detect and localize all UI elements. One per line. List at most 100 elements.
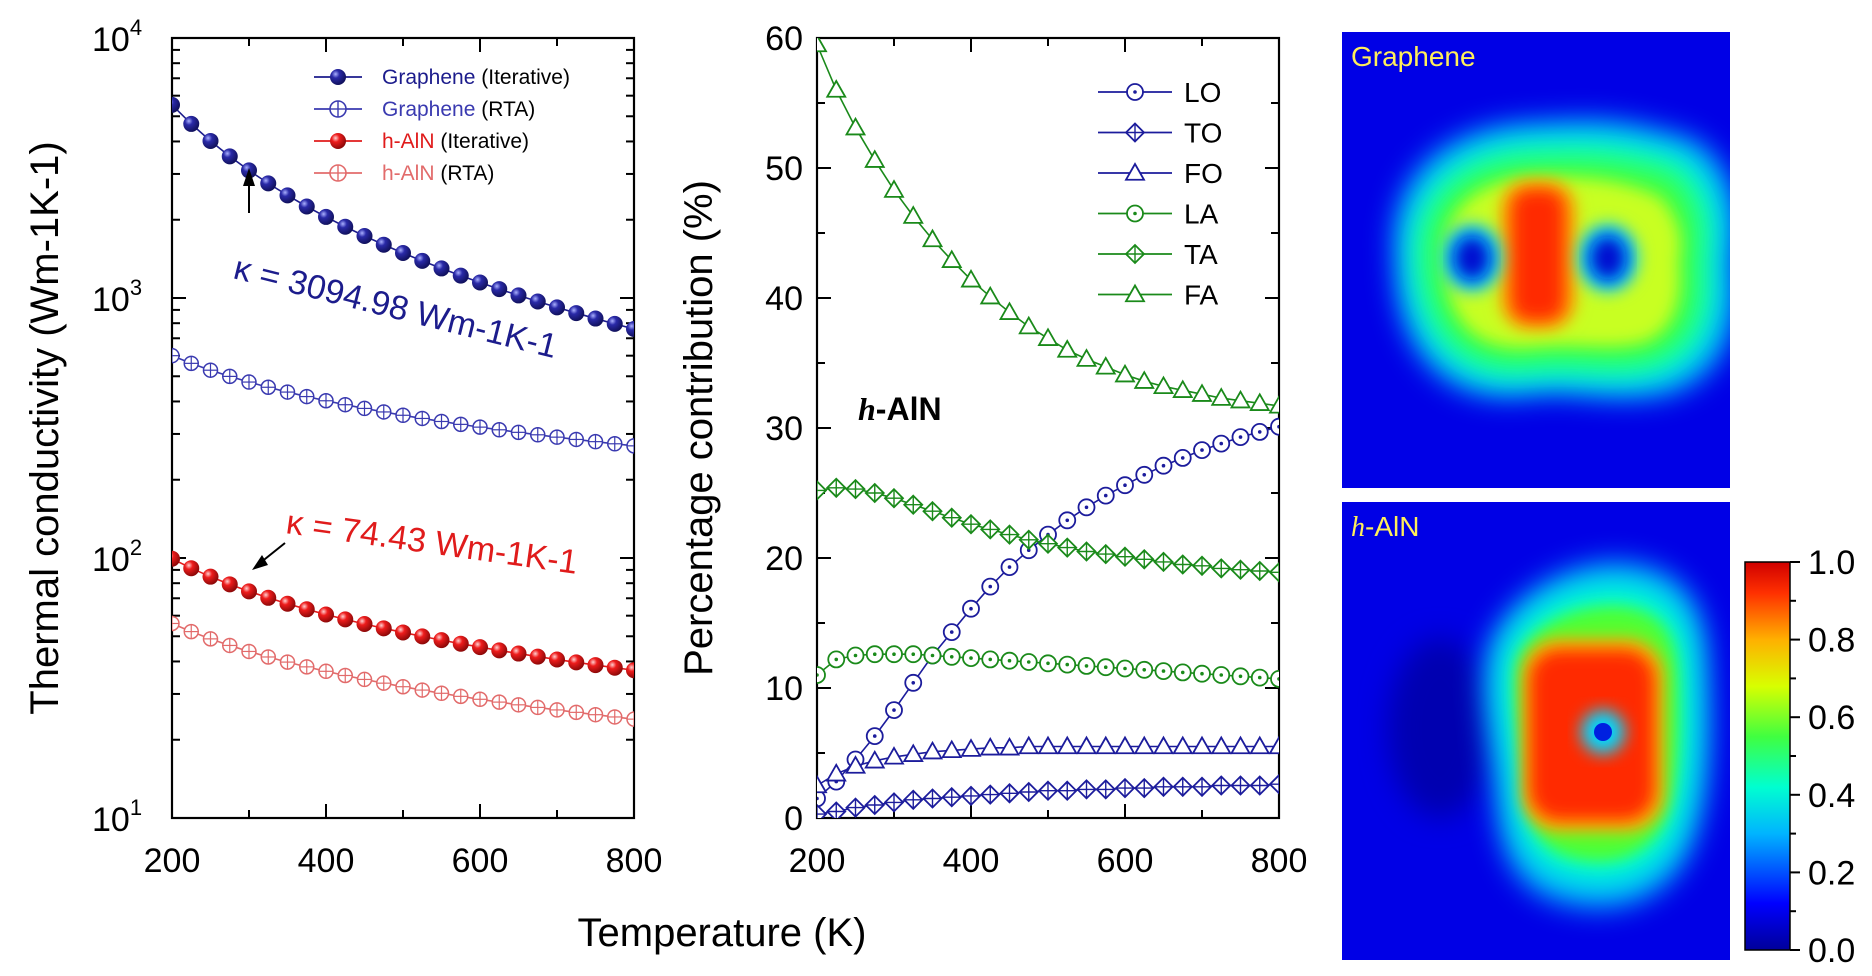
b-point: [1154, 662, 1173, 680]
b-point: [1077, 657, 1096, 675]
a-point: [414, 682, 430, 698]
a-point: [376, 675, 392, 691]
a-point: [375, 236, 392, 253]
heatmap-haln-label: h-AlN: [1351, 511, 1419, 543]
b-point: [1231, 667, 1250, 686]
b-point: [1268, 395, 1279, 414]
a-point: [433, 685, 450, 702]
b-point: [883, 487, 905, 509]
b-point: [1114, 363, 1136, 383]
a-point: [318, 606, 334, 623]
panel-b-series: [817, 38, 1279, 818]
b-point: [1095, 543, 1117, 565]
svg-text:h-AlN (RTA): h-AlN (RTA): [382, 162, 494, 185]
a-point: [337, 218, 354, 235]
b-point: [817, 666, 826, 684]
b-legend-label: TA: [1184, 239, 1218, 270]
graphene-kappa-annotation: κ = 3094.98 Wm-1K-1: [230, 168, 561, 366]
a-point: [510, 424, 527, 441]
panel-b: 0 10 20 30 40 50 60 200 400 600 800 Percentage…: [677, 20, 1307, 880]
panel-b-legend: LO TO FO LA TA FA: [1098, 77, 1223, 311]
a-point: [568, 431, 584, 448]
legend-haln-iterative: h-AlN (Iterative): [314, 130, 529, 153]
b-point: [960, 268, 982, 288]
b-point: [1000, 651, 1019, 670]
b-point: [1056, 780, 1078, 801]
a-point: [356, 671, 373, 688]
a-point: [530, 699, 546, 716]
b-point: [1114, 777, 1136, 799]
b-point: [921, 228, 944, 248]
a-point: [453, 688, 469, 705]
b-point: [1231, 428, 1250, 447]
b-point: [979, 736, 1001, 756]
b-point: [1096, 658, 1115, 677]
b-point: [1133, 370, 1155, 389]
heatmap-graphene: Graphene: [1342, 32, 1730, 488]
a-point: [607, 436, 623, 452]
x-tick-label-600: 600: [452, 842, 509, 880]
b-point: [1193, 664, 1211, 683]
a-point: [222, 637, 238, 654]
b-point: [1154, 456, 1173, 475]
b-point: [1058, 511, 1077, 530]
b-point: [1173, 448, 1192, 467]
a-point: [510, 697, 527, 713]
b-point: [1152, 735, 1175, 755]
b-point: [817, 774, 828, 794]
b-legend-entry: TA: [1098, 239, 1218, 270]
haln-kappa-text: κ = 74.43 Wm-1K-1: [284, 503, 580, 582]
b-point: [817, 38, 828, 53]
a-point: [472, 419, 488, 435]
a-point: [453, 416, 469, 433]
a-point: [587, 433, 604, 450]
b-point: [1230, 559, 1251, 580]
b-point: [941, 249, 963, 268]
panel-b-y-tick-labels: 0 10 20 30 40 50 60: [765, 20, 803, 838]
svg-text:Graphene (RTA): Graphene (RTA): [382, 98, 535, 121]
legend-haln-rta: h-AlN (RTA): [314, 162, 494, 185]
b-point: [865, 645, 884, 664]
a-point: [472, 274, 488, 291]
a-point: [299, 388, 315, 405]
a-point: [529, 648, 546, 665]
a-point: [221, 576, 238, 593]
b-point: [998, 301, 1021, 320]
legend-graphene-rta: Graphene (RTA): [314, 98, 535, 121]
x-tick-label-200: 200: [144, 842, 201, 880]
a-point: [414, 628, 431, 645]
b-point: [845, 478, 866, 500]
b-point: [864, 749, 886, 769]
a-point: [529, 293, 546, 310]
b-point: [1018, 781, 1040, 803]
a-point: [549, 429, 565, 445]
b-y-tick-label: 0: [784, 800, 803, 838]
heatmap-haln: h-AlN: [1342, 502, 1730, 960]
b-point: [1000, 558, 1019, 576]
b-point: [1191, 735, 1213, 755]
b-y-tick-label: 20: [765, 540, 803, 578]
b-point: [1153, 551, 1174, 573]
b-point: [979, 285, 1001, 305]
b-point: [1018, 315, 1040, 335]
a-point: [491, 281, 508, 298]
b-point: [1250, 422, 1269, 441]
legend-graphene-iterative: Graphene (Iterative): [314, 66, 570, 89]
a-point: [172, 615, 180, 632]
b-point: [999, 783, 1020, 804]
a-point: [549, 651, 565, 668]
b-point: [902, 494, 924, 515]
b-point: [941, 507, 963, 528]
b-point: [962, 599, 980, 618]
b-point: [902, 743, 924, 762]
y-tick-label-1e4: 104: [92, 15, 142, 59]
b-point: [942, 647, 961, 666]
panel-b-y-axis-title: Percentage contribution (%): [677, 180, 721, 676]
b-point: [1135, 660, 1154, 679]
a-point: [172, 96, 180, 113]
b-legend-label: LO: [1184, 77, 1221, 108]
b-point: [1172, 379, 1194, 398]
y-tick-label-1e1: 101: [92, 795, 142, 839]
colorbar-tick-label: 0.2: [1808, 854, 1855, 892]
b-point: [1270, 417, 1279, 436]
